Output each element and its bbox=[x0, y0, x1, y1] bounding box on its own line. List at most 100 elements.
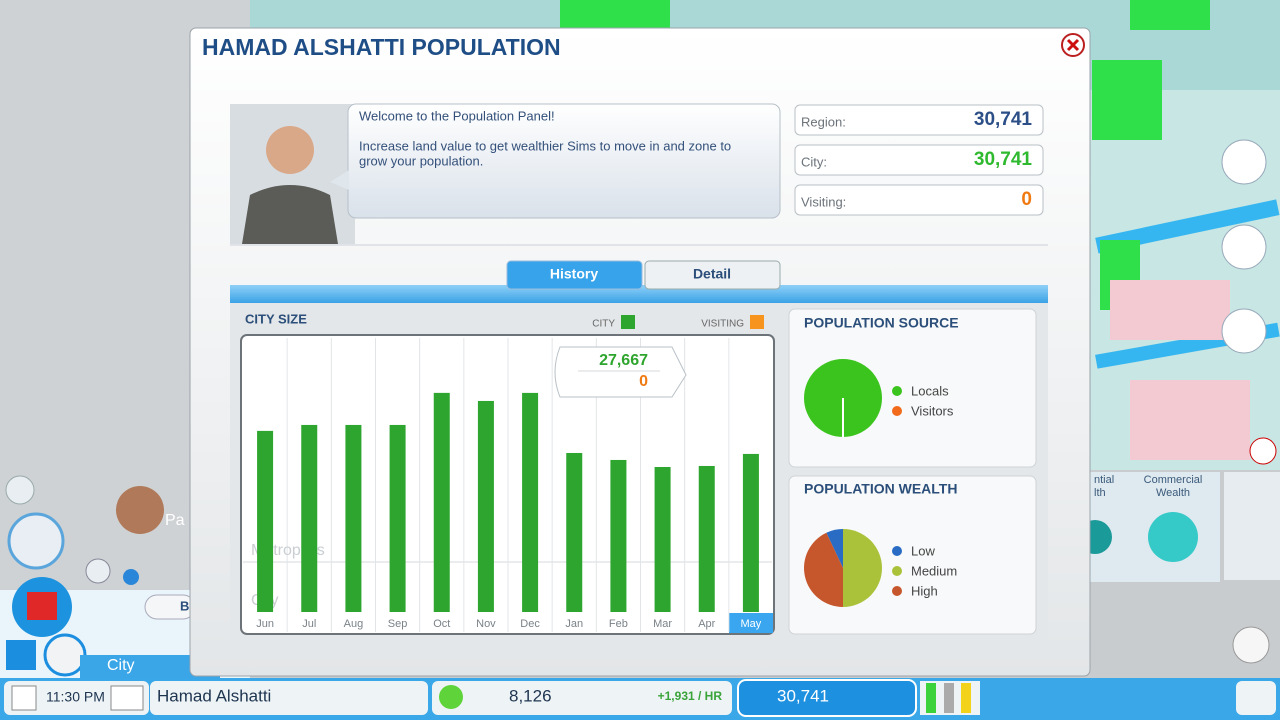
advisor-face bbox=[266, 126, 314, 174]
stat-value: 30,741 bbox=[974, 149, 1033, 170]
zone bbox=[1130, 0, 1210, 30]
tab-label: Detail bbox=[693, 266, 731, 282]
stat-value: 0 bbox=[1021, 189, 1032, 210]
tool-button[interactable] bbox=[5, 475, 35, 505]
speed-button[interactable] bbox=[110, 685, 144, 711]
bar bbox=[610, 459, 627, 612]
building bbox=[1130, 380, 1250, 460]
legend-dot bbox=[892, 406, 902, 416]
search-button[interactable] bbox=[85, 558, 111, 584]
clock: 11:30 PM bbox=[46, 689, 105, 705]
x-tick-label: May bbox=[741, 618, 762, 630]
legend-dot bbox=[892, 546, 902, 556]
bar bbox=[345, 424, 362, 612]
x-tick-label: Sep bbox=[388, 618, 408, 630]
bar bbox=[698, 465, 715, 612]
x-tick-label: Jan bbox=[565, 618, 583, 630]
bar bbox=[742, 453, 759, 612]
close-widget[interactable] bbox=[1249, 437, 1277, 465]
profile-button[interactable] bbox=[6, 640, 36, 670]
city-name: Hamad Alshatti bbox=[157, 686, 271, 705]
bar bbox=[522, 392, 539, 612]
close-icon bbox=[1066, 38, 1080, 52]
pie-slice bbox=[843, 529, 882, 607]
selected-month bbox=[729, 613, 773, 633]
road bbox=[1095, 199, 1280, 254]
ship-button[interactable] bbox=[1232, 626, 1270, 664]
bar bbox=[654, 467, 671, 612]
legend-dot bbox=[892, 586, 902, 596]
pie-title: POPULATION SOURCE bbox=[804, 315, 959, 331]
tab-history[interactable] bbox=[506, 260, 643, 290]
legend-dot bbox=[892, 386, 902, 396]
x-tick-label: Mar bbox=[653, 618, 672, 630]
x-tick-label: Dec bbox=[520, 618, 540, 630]
population: 30,741 bbox=[777, 686, 829, 705]
bar bbox=[566, 452, 583, 612]
x-tick-label: Feb bbox=[609, 618, 628, 630]
widget-tools bbox=[1224, 472, 1280, 580]
bar bbox=[257, 430, 274, 612]
advisor-suit bbox=[242, 185, 338, 244]
sim-portrait[interactable] bbox=[1221, 139, 1267, 185]
pause-button[interactable] bbox=[11, 685, 37, 711]
income: +1,931 / HR bbox=[658, 689, 723, 703]
city-icon bbox=[27, 592, 57, 620]
bar bbox=[477, 400, 494, 612]
legend-label: CITY bbox=[592, 319, 615, 330]
stat-box bbox=[794, 144, 1044, 176]
layers-button[interactable] bbox=[1236, 681, 1276, 715]
chart-title: CITY SIZE bbox=[245, 311, 307, 326]
advisor-text: Increase land value to get wealthier Sim… bbox=[359, 138, 731, 153]
funds-box bbox=[432, 681, 732, 715]
zone bbox=[1092, 60, 1162, 140]
widget-label: lth bbox=[1094, 487, 1106, 499]
x-tick-label: Nov bbox=[476, 618, 496, 630]
sim-portrait[interactable] bbox=[1221, 224, 1267, 270]
legend-label: High bbox=[911, 583, 938, 598]
shield-button[interactable] bbox=[43, 633, 87, 677]
widget-label: ntial bbox=[1094, 474, 1114, 486]
stat-label: Visiting: bbox=[801, 194, 846, 209]
sim-portrait[interactable] bbox=[1221, 308, 1267, 354]
pie-slice bbox=[826, 529, 843, 568]
legend-label: Locals bbox=[911, 383, 949, 398]
legend-swatch bbox=[750, 315, 764, 329]
tab-detail[interactable] bbox=[644, 260, 781, 290]
bar bbox=[433, 392, 450, 612]
happiness-icon bbox=[439, 685, 463, 709]
info-button[interactable] bbox=[123, 569, 139, 585]
stat-box bbox=[794, 184, 1044, 216]
partial-button: B bbox=[180, 598, 189, 613]
stat-label: City: bbox=[801, 154, 827, 169]
panel-title: HAMAD ALSHATTI POPULATION bbox=[202, 34, 561, 60]
advisor-portrait bbox=[116, 486, 164, 534]
x-tick-label: Jun bbox=[256, 618, 274, 630]
tooltip-city: 27,667 bbox=[599, 352, 648, 369]
city-label: City bbox=[107, 657, 135, 674]
tab-label: History bbox=[550, 266, 598, 282]
speech-bubble bbox=[347, 103, 781, 219]
widget-label: Wealth bbox=[1156, 487, 1190, 499]
legend-label: VISITING bbox=[701, 319, 744, 330]
bar bbox=[301, 424, 318, 612]
commercial-wealth-pie bbox=[1148, 512, 1198, 562]
rci-c bbox=[944, 683, 954, 713]
mode-button[interactable] bbox=[7, 512, 65, 570]
divider bbox=[230, 244, 1048, 246]
tooltip-visiting: 0 bbox=[639, 373, 648, 390]
advisor-text: grow your population. bbox=[359, 153, 483, 168]
bubble-tail bbox=[330, 170, 349, 190]
widget-label: Commercial bbox=[1144, 474, 1203, 486]
tooltip bbox=[554, 346, 687, 398]
stat-box bbox=[794, 104, 1044, 136]
partial-name: Pa bbox=[165, 512, 185, 529]
legend-label: Visitors bbox=[911, 403, 954, 418]
population-box[interactable] bbox=[737, 679, 917, 717]
rci-r bbox=[926, 683, 936, 713]
pie-title: POPULATION WEALTH bbox=[804, 481, 957, 497]
advisor-text: Welcome to the Population Panel! bbox=[359, 108, 555, 123]
x-tick-label: Jul bbox=[302, 618, 316, 630]
